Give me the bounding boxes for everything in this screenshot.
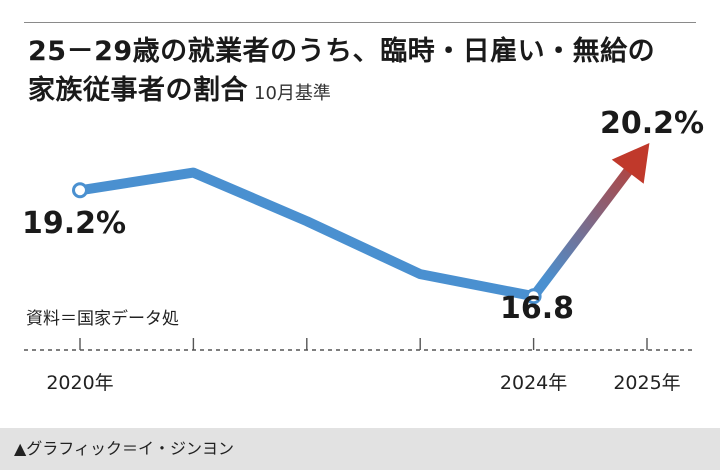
credit-text: ▲グラフィック＝イ・ジンヨン bbox=[14, 439, 234, 458]
markers bbox=[72, 182, 542, 305]
arrow-head bbox=[611, 142, 650, 184]
series-group bbox=[75, 142, 650, 302]
data-label-1: 16.8 bbox=[500, 291, 574, 326]
data-point-marker-1 bbox=[525, 288, 542, 305]
data-labels: 19.2% 16.8 20.2% bbox=[22, 106, 704, 326]
data-point-marker-0 bbox=[72, 182, 88, 199]
x-tick-label-0: 2020年 bbox=[46, 372, 113, 394]
chart-subtitle: 10月基準 bbox=[254, 83, 331, 104]
x-axis: 2020年 2024年 2025年 bbox=[24, 338, 696, 394]
top-rule bbox=[24, 22, 696, 23]
title-text-2: 家族従事者の割合 bbox=[28, 75, 248, 106]
arrow-shaft bbox=[528, 162, 636, 302]
title-line-1: 25－29歳の就業者のうち、臨時・日雇い・無給の bbox=[28, 36, 656, 67]
x-tick-label-1: 2024年 bbox=[500, 372, 567, 394]
x-tick-label-2: 2025年 bbox=[613, 372, 680, 394]
line-chart: 2020年 2024年 2025年 19.2% 16.8 20.2% 資料＝国家データ処 bbox=[22, 106, 704, 394]
x-axis-ticks bbox=[79, 338, 648, 350]
series-line bbox=[75, 167, 539, 302]
title-line-2: 家族従事者の割合 10月基準 bbox=[28, 71, 708, 113]
x-axis-tick-labels: 2020年 2024年 2025年 bbox=[46, 372, 680, 394]
source-note: 資料＝国家データ処 bbox=[26, 308, 179, 329]
data-label-0: 19.2% bbox=[22, 206, 126, 241]
data-label-2: 20.2% bbox=[600, 106, 704, 141]
chart-title: 25－29歳の就業者のうち、臨時・日雇い・無給の 家族従事者の割合 10月基準 bbox=[28, 32, 708, 113]
credit-bar: ▲グラフィック＝イ・ジンヨン bbox=[0, 428, 720, 470]
